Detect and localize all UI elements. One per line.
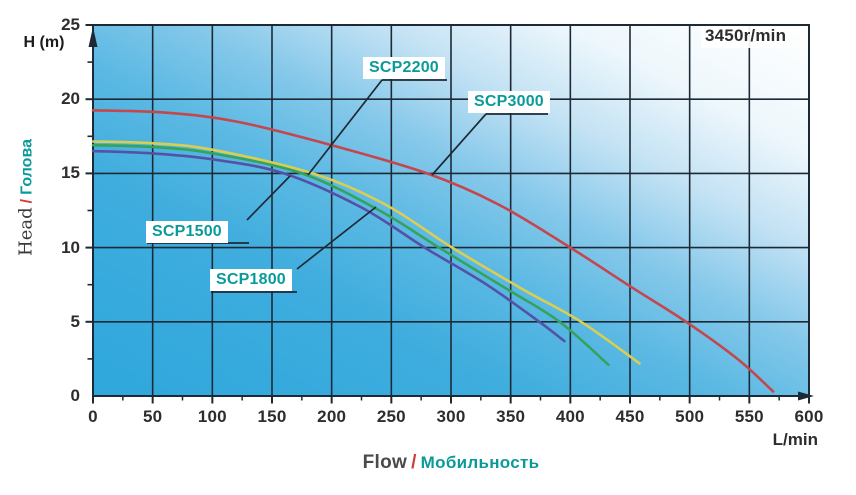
x-tick-300: 300: [436, 407, 466, 426]
x-tick-0: 0: [88, 407, 98, 426]
y-axis-title-ru: Голова: [18, 139, 36, 195]
x-tick-500: 500: [675, 407, 705, 426]
curve-scp3000: [91, 109, 775, 393]
x-tick-200: 200: [317, 407, 347, 426]
y-tick-0: 0: [70, 386, 80, 405]
y-tick-15: 15: [61, 163, 80, 183]
x-axis-arrow-icon: [798, 391, 814, 401]
curve-scp2200: [91, 140, 641, 365]
x-axis-title: Flow / Мобильность: [93, 452, 809, 474]
x-tick-350: 350: [496, 407, 526, 426]
x-tick-50: 50: [143, 407, 163, 426]
y-axis-title: Head / Голова: [15, 98, 38, 298]
series-callout-scp1800: SCP1800: [210, 269, 292, 291]
y-axis-title-en: Head: [15, 207, 37, 256]
curve-scp1500: [91, 149, 566, 343]
x-tick-550: 550: [734, 407, 764, 426]
x-tick-600: 600: [794, 407, 824, 426]
y-tick-5: 5: [70, 311, 80, 331]
x-axis-title-ru: Мобильность: [420, 453, 540, 472]
x-tick-250: 250: [376, 407, 406, 426]
x-axis-unit-label: L/min: [772, 430, 818, 449]
x-tick-450: 450: [615, 407, 645, 426]
y-axis-arrow-icon: [88, 27, 98, 47]
y-tick-25: 25: [61, 15, 80, 34]
x-axis-title-en: Flow: [362, 452, 408, 473]
y-axis-title-separator: /: [18, 198, 36, 204]
x-tick-100: 100: [197, 407, 227, 426]
y-axis-unit-label: H (m): [23, 34, 65, 51]
series-callout-scp2200: SCP2200: [363, 57, 445, 79]
x-axis-title-separator: /: [411, 452, 417, 473]
series-callout-scp3000: SCP3000: [468, 91, 550, 113]
y-tick-20: 20: [61, 89, 80, 109]
speed-annotation: 3450r/min: [701, 26, 791, 48]
x-tick-150: 150: [257, 407, 287, 426]
curve-scp1800: [91, 143, 610, 367]
series-callout-scp1500: SCP1500: [146, 221, 228, 243]
x-tick-400: 400: [555, 407, 585, 426]
y-tick-10: 10: [61, 237, 80, 257]
